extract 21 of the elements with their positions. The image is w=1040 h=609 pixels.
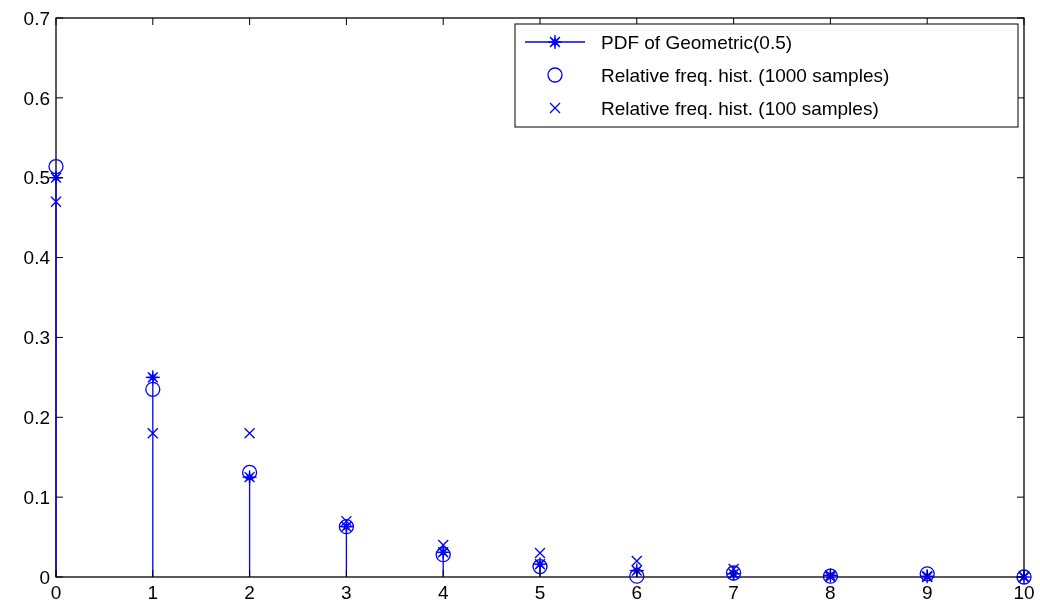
legend-label: Relative freq. hist. (100 samples): [601, 97, 879, 119]
x-tick-label: 10: [1013, 582, 1035, 603]
legend-label: Relative freq. hist. (1000 samples): [601, 64, 890, 86]
x-tick-label: 5: [534, 582, 546, 603]
x-tick-label: 4: [437, 582, 449, 603]
y-tick-label: 0.2: [23, 406, 50, 428]
x-tick-label: 9: [921, 582, 933, 603]
x-tick-label: 8: [825, 582, 836, 603]
y-tick-label: 0.1: [23, 486, 50, 508]
x-tick-label: 2: [244, 582, 255, 603]
y-tick-label: 0: [39, 566, 50, 588]
legend-label: PDF of Geometric(0.5): [601, 31, 793, 53]
y-tick-label: 0.7: [23, 7, 50, 29]
y-tick-label: 0.3: [23, 327, 50, 349]
y-tick-label: 0.5: [23, 167, 50, 189]
x-tick-label: 7: [728, 582, 739, 603]
x-tick-label: 3: [341, 582, 352, 603]
y-tick-label: 0.6: [23, 87, 50, 109]
x-tick-label: 1: [147, 582, 159, 603]
x-tick-label: 6: [631, 582, 643, 603]
y-tick-label: 0.4: [23, 247, 51, 269]
